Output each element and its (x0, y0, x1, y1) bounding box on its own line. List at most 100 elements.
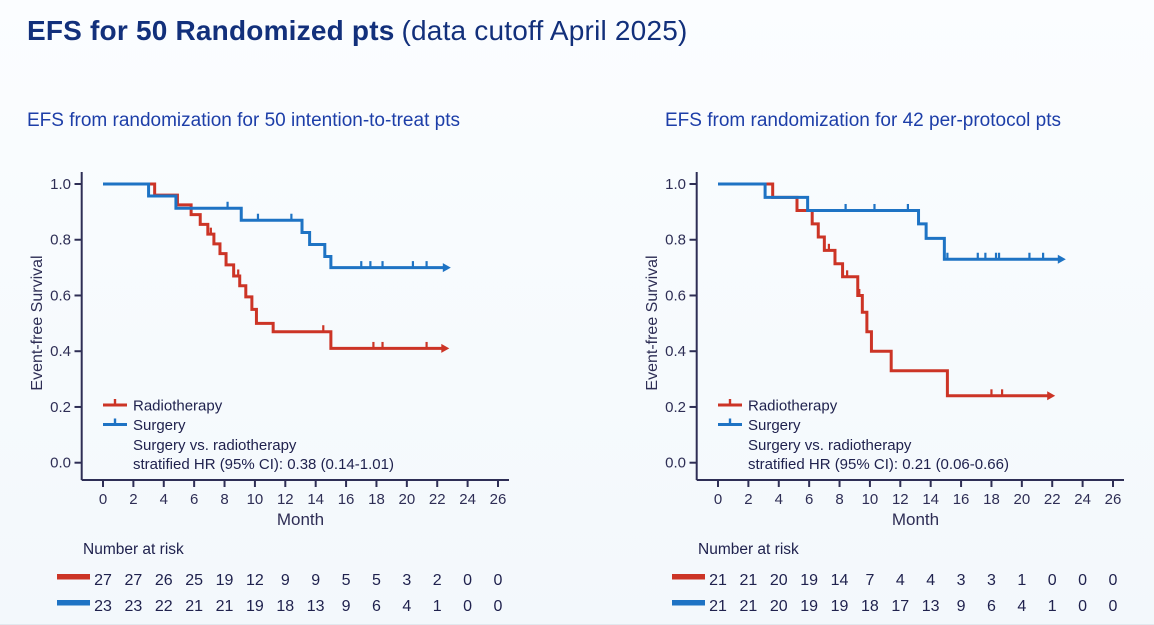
panel-itt: 1.0 0.8 0.6 0.4 0.2 0.0 0 2 4 6 8 10 12 14 16 18 20 22 24 2… (15, 148, 539, 624)
risk-count: 27 (124, 572, 142, 589)
x-tick-label: 12 (277, 491, 294, 508)
x-tick-label: 18 (368, 491, 385, 508)
risk-count: 19 (800, 598, 818, 615)
risk-count: 4 (402, 598, 411, 615)
y-tick-label: 0.0 (50, 455, 71, 472)
risk-row-marker-radiotherapy (672, 574, 705, 580)
risk-count: 6 (987, 598, 996, 615)
risk-count: 27 (94, 572, 112, 589)
x-tick-label: 14 (922, 491, 939, 508)
subtitle-itt: EFS from randomization for 50 intention-… (27, 110, 460, 131)
risk-count: 22 (155, 598, 173, 615)
legend-label-surgery: Surgery (133, 417, 186, 434)
y-tick-label: 0.8 (50, 232, 71, 249)
risk-count: 9 (957, 598, 966, 615)
km-series-surgery (718, 182, 1066, 264)
x-tick-label: 4 (775, 491, 783, 508)
legend: Radiotherapy Surgery Surgery vs. radiother… (718, 398, 1009, 473)
y-tick-label: 0.2 (50, 399, 71, 416)
x-axis-title: Month (892, 510, 939, 529)
y-tick-label: 0.2 (665, 399, 686, 416)
y-tick-label: 1.0 (50, 176, 71, 193)
y-tick-label: 0.4 (50, 343, 71, 360)
risk-count: 0 (1048, 572, 1057, 589)
y-tick-label: 0.6 (665, 287, 686, 304)
risk-row-marker-radiotherapy (57, 574, 90, 580)
legend-label-radiotherapy: Radiotherapy (748, 398, 838, 415)
km-curve-radiotherapy (718, 182, 1050, 398)
x-tick-label: 0 (714, 491, 722, 508)
risk-count: 5 (372, 572, 381, 589)
legend-label-radiotherapy: Radiotherapy (133, 398, 223, 415)
end-arrow (1057, 254, 1066, 264)
x-tick-label: 16 (338, 491, 355, 508)
risk-count: 3 (987, 572, 996, 589)
risk-row-marker-surgery (57, 600, 90, 606)
risk-count: 6 (372, 598, 381, 615)
risk-table-title: Number at risk (83, 541, 184, 558)
risk-count: 0 (1078, 598, 1087, 615)
risk-count: 12 (246, 572, 264, 589)
axes: 1.00.80.60.40.20.00 2 4 6 8 10 12 14 16 18 20 22 24 2… (644, 172, 1124, 529)
km-series-surgery (103, 182, 451, 273)
risk-count: 1 (1017, 572, 1026, 589)
hr-annotation-line2: stratified HR (95% CI): 0.21 (0.06-0.66) (748, 456, 1009, 473)
y-axis-title: Event-free Survival (29, 255, 46, 390)
risk-count: 18 (861, 598, 879, 615)
y-axis-title: Event-free Survival (644, 255, 661, 390)
y-tick-label: 1.0 (665, 176, 686, 193)
risk-count: 19 (800, 572, 818, 589)
x-tick-label: 26 (490, 491, 507, 508)
page-title-suffix: (data cutoff April 2025) (401, 15, 688, 46)
risk-count: 21 (216, 598, 234, 615)
risk-count: 14 (831, 572, 849, 589)
km-chart-per-protocol: 1.00.80.60.40.20.00 2 4 6 8 10 12 14 16 18 20 22 24 2… (644, 172, 1124, 615)
risk-count: 4 (896, 572, 905, 589)
legend: Radiotherapy Surgery Surgery vs. radiother… (103, 398, 394, 473)
x-tick-label: 2 (744, 491, 752, 508)
x-tick-label: 4 (160, 491, 168, 508)
risk-count: 26 (155, 572, 173, 589)
panel-pp: 1.0 0.8 0.6 0.4 0.2 0.0 0 2 4 6 8 10 12 14 16 18 20 22 24 2… (630, 148, 1154, 624)
hr-annotation-line1: Surgery vs. radiotherapy (133, 437, 297, 454)
risk-count: 20 (770, 598, 788, 615)
risk-count: 23 (124, 598, 142, 615)
risk-row-marker-surgery (672, 600, 705, 606)
risk-count: 21 (709, 572, 727, 589)
x-axis-title: Month (277, 510, 324, 529)
risk-count: 21 (739, 598, 757, 615)
km-curve-surgery (103, 182, 445, 270)
risk-count: 23 (94, 598, 112, 615)
km-curve-surgery (718, 182, 1060, 261)
hr-annotation-line1: Surgery vs. radiotherapy (748, 437, 912, 454)
x-tick-label: 18 (983, 491, 1000, 508)
risk-count: 3 (402, 572, 411, 589)
x-tick-label: 10 (247, 491, 264, 508)
x-tick-label: 10 (862, 491, 879, 508)
risk-count: 13 (307, 598, 325, 615)
km-chart-itt: 1.00.80.60.40.20.00 2 4 6 8 10 12 14 16 18 20 22 24 2… (29, 172, 509, 615)
risk-count: 7 (865, 572, 874, 589)
x-tick-label: 22 (429, 491, 446, 508)
risk-count: 21 (709, 598, 727, 615)
risk-count: 0 (494, 598, 503, 615)
risk-count: 20 (770, 572, 788, 589)
x-tick-label: 6 (805, 491, 813, 508)
risk-count: 3 (957, 572, 966, 589)
end-arrow (1047, 391, 1056, 401)
km-curve-radiotherapy (103, 182, 444, 350)
risk-count: 21 (739, 572, 757, 589)
risk-count: 21 (185, 598, 203, 615)
x-tick-label: 20 (1013, 491, 1030, 508)
risk-count: 1 (1048, 598, 1057, 615)
risk-count: 2 (433, 572, 442, 589)
risk-count: 0 (1109, 572, 1118, 589)
risk-count: 19 (216, 572, 234, 589)
x-tick-label: 2 (129, 491, 137, 508)
x-tick-label: 12 (892, 491, 909, 508)
y-tick-label: 0.4 (665, 343, 686, 360)
page-title: EFS for 50 Randomized pts (data cutoff Ap… (27, 14, 688, 48)
x-tick-label: 8 (835, 491, 843, 508)
